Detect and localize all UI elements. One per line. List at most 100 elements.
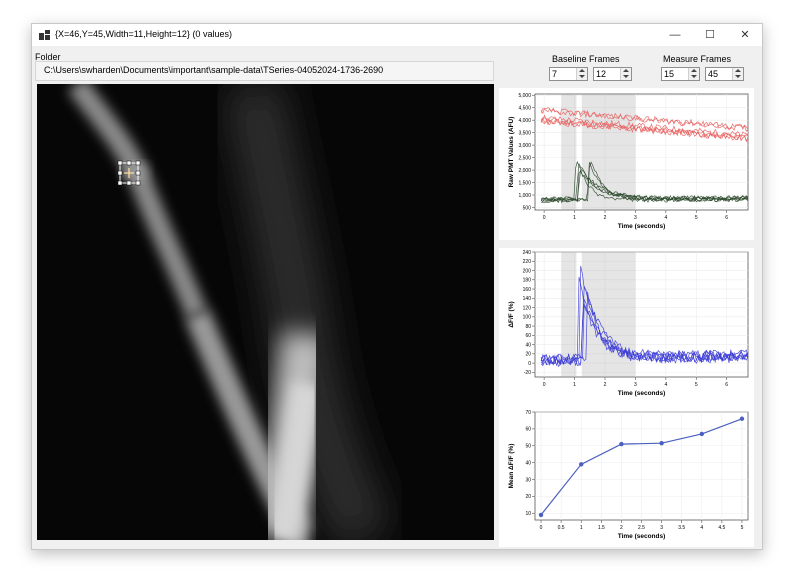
mean-dff-data-point — [579, 462, 584, 467]
mean-dff-plot[interactable]: 0 0.5 1 1.5 2 2.5 3 3.5 4 4.5 5 10 20 30 40 50 60 70 Time … — [499, 407, 754, 547]
raw-pmt-y-axis-label: Raw PMT Values (AFU) — [508, 117, 515, 188]
dff-blue-trace — [540, 304, 749, 367]
raw-pmt-y-tick-label: 4,000 — [518, 118, 531, 124]
raw-pmt-y-tick-label: 2,500 — [518, 155, 531, 161]
raw-pmt-y-tick-label: 2,000 — [518, 168, 531, 174]
raw-pmt-red-trace — [540, 118, 749, 142]
dff-x-tick-label: 5 — [695, 382, 698, 388]
raw-pmt-x-tick-label: 4 — [664, 215, 667, 221]
dendrite-right-faint — [222, 84, 394, 540]
dendrite-bright-core — [267, 381, 322, 540]
mean-dff-y-tick-label: 20 — [525, 494, 531, 500]
raw-pmt-red-trace — [540, 107, 749, 130]
mean-dff-x-axis-label: Time (seconds) — [618, 533, 666, 540]
measure-start-value: 15 — [664, 69, 675, 79]
dff-y-tick-label: 100 — [523, 315, 532, 321]
raw-pmt-x-tick-label: 5 — [695, 215, 698, 221]
mean-dff-data-point — [538, 512, 544, 518]
dendrite-left-upper — [67, 84, 208, 319]
measure-end-spinner[interactable]: 45 — [705, 67, 744, 81]
raw-pmt-plot[interactable]: 0 1 2 3 4 5 6 500 1,000 1,500 2,000 2,500 3,000 3,500… — [499, 88, 754, 240]
dff-y-tick-label: 180 — [523, 278, 532, 284]
minimize-button[interactable]: — — [669, 29, 681, 41]
raw-pmt-y-tick-label: 3,000 — [518, 143, 531, 149]
dff-y-tick-label: -20 — [524, 370, 531, 376]
baseline-end-spinner[interactable]: 12 — [593, 67, 632, 81]
spinner-arrows-icon[interactable] — [576, 68, 587, 80]
mean-dff-y-tick-label: 70 — [525, 410, 531, 416]
mean-dff-x-tick-label: 0.5 — [558, 525, 565, 531]
dff-y-axis-label: ΔF/F (%) — [508, 301, 515, 327]
title-bar[interactable]: {X=46,Y=45,Width=11,Height=12} (0 values… — [32, 24, 762, 46]
baseline-start-value: 7 — [552, 69, 558, 79]
mean-dff-x-tick-label: 0 — [540, 525, 543, 531]
microscopy-image[interactable] — [37, 84, 494, 540]
measure-frames-label: Measure Frames — [663, 54, 732, 64]
raw-pmt-chart: 0 1 2 3 4 5 6 500 1,000 1,500 2,000 2,500 3,000 3,500… — [508, 93, 749, 230]
roi-selection-box[interactable] — [117, 160, 141, 186]
dff-y-tick-label: 60 — [525, 333, 531, 339]
mean-dff-x-tick-label: 5 — [741, 525, 744, 531]
dff-x-tick-label: 2 — [604, 382, 607, 388]
raw-pmt-y-tick-label: 1,000 — [518, 193, 531, 199]
baseline-frames-label: Baseline Frames — [552, 54, 620, 64]
mean-dff-data-point — [659, 441, 664, 446]
spinner-arrows-icon[interactable] — [688, 68, 699, 80]
dff-y-tick-label: 240 — [523, 250, 532, 256]
folder-label: Folder — [35, 52, 61, 62]
dff-y-tick-label: 220 — [523, 259, 532, 265]
measure-end-value: 45 — [708, 69, 719, 79]
raw-pmt-shaded-windows — [561, 94, 636, 210]
raw-pmt-green-trace — [540, 160, 749, 202]
dff-y-tick-label: 40 — [525, 342, 531, 348]
mean-dff-x-tick-label: 3 — [660, 525, 663, 531]
dff-blue-trace — [540, 291, 749, 364]
raw-pmt-y-tick-label: 5,000 — [518, 93, 531, 99]
raw-pmt-x-tick-label: 1 — [573, 215, 576, 221]
mean-dff-x-tick-label: 4.5 — [718, 525, 725, 531]
dff-y-tick-label: 80 — [525, 324, 531, 330]
raw-pmt-x-axis-label: Time (seconds) — [618, 223, 666, 230]
microscopy-image-canvas — [37, 84, 494, 540]
dff-y-tick-label: 200 — [523, 268, 532, 274]
close-button[interactable]: ✕ — [740, 29, 750, 41]
mean-dff-data-point — [699, 431, 704, 437]
mean-dff-x-tick-label: 1.5 — [598, 525, 605, 531]
dff-blue-trace — [540, 298, 749, 367]
mean-dff-x-tick-label: 1 — [580, 525, 583, 531]
dff-plot[interactable]: 0 1 2 3 4 5 6 -20 0 20 40 60 80 100 120 140 160 180 200 220… — [499, 248, 754, 410]
raw-pmt-x-tick-label: 6 — [725, 215, 728, 221]
mean-dff-x-tick-label: 2.5 — [638, 525, 645, 531]
main-window: {X=46,Y=45,Width=11,Height=12} (0 values… — [31, 23, 763, 550]
raw-pmt-y-tick-label: 3,500 — [518, 130, 531, 136]
dff-y-tick-label: 120 — [523, 305, 532, 311]
measure-start-spinner[interactable]: 15 — [661, 67, 700, 81]
mean-dff-y-tick-label: 30 — [525, 477, 531, 483]
dff-y-tick-label: 0 — [528, 361, 531, 367]
folder-path-box[interactable]: C:\Users\swharden\Documents\important\sa… — [35, 61, 494, 81]
maximize-button[interactable]: ☐ — [705, 29, 715, 41]
spinner-arrows-icon[interactable] — [732, 68, 743, 80]
baseline-start-spinner[interactable]: 7 — [549, 67, 588, 81]
raw-pmt-x-tick-label: 3 — [634, 215, 637, 221]
dff-x-tick-label: 3 — [634, 382, 637, 388]
mean-dff-x-tick-label: 3.5 — [678, 525, 685, 531]
mean-dff-x-tick-label: 4 — [700, 525, 703, 531]
dff-y-tick-label: 20 — [525, 352, 531, 358]
raw-pmt-y-tick-label: 1,500 — [518, 180, 531, 186]
spinner-arrows-icon[interactable] — [620, 68, 631, 80]
raw-pmt-red-trace — [540, 117, 749, 143]
folder-path-text: C:\Users\swharden\Documents\important\sa… — [44, 65, 384, 75]
raw-pmt-x-tick-label: 0 — [543, 215, 546, 221]
raw-pmt-red-trace — [541, 114, 749, 138]
mean-dff-data-point — [619, 441, 624, 447]
raw-pmt-red-trace — [540, 108, 749, 132]
dff-x-axis-label: Time (seconds) — [618, 390, 666, 397]
mean-dff-y-tick-label: 40 — [525, 460, 531, 466]
dff-shaded-window — [561, 252, 577, 377]
dff-x-tick-label: 4 — [664, 382, 667, 388]
mean-dff-chart: 0 0.5 1 1.5 2 2.5 3 3.5 4 4.5 5 10 20 30 40 50 60 70 Time … — [508, 410, 749, 540]
mean-dff-y-tick-label: 50 — [525, 444, 531, 450]
raw-pmt-x-tick-label: 2 — [604, 215, 607, 221]
dff-y-tick-label: 160 — [523, 287, 532, 293]
